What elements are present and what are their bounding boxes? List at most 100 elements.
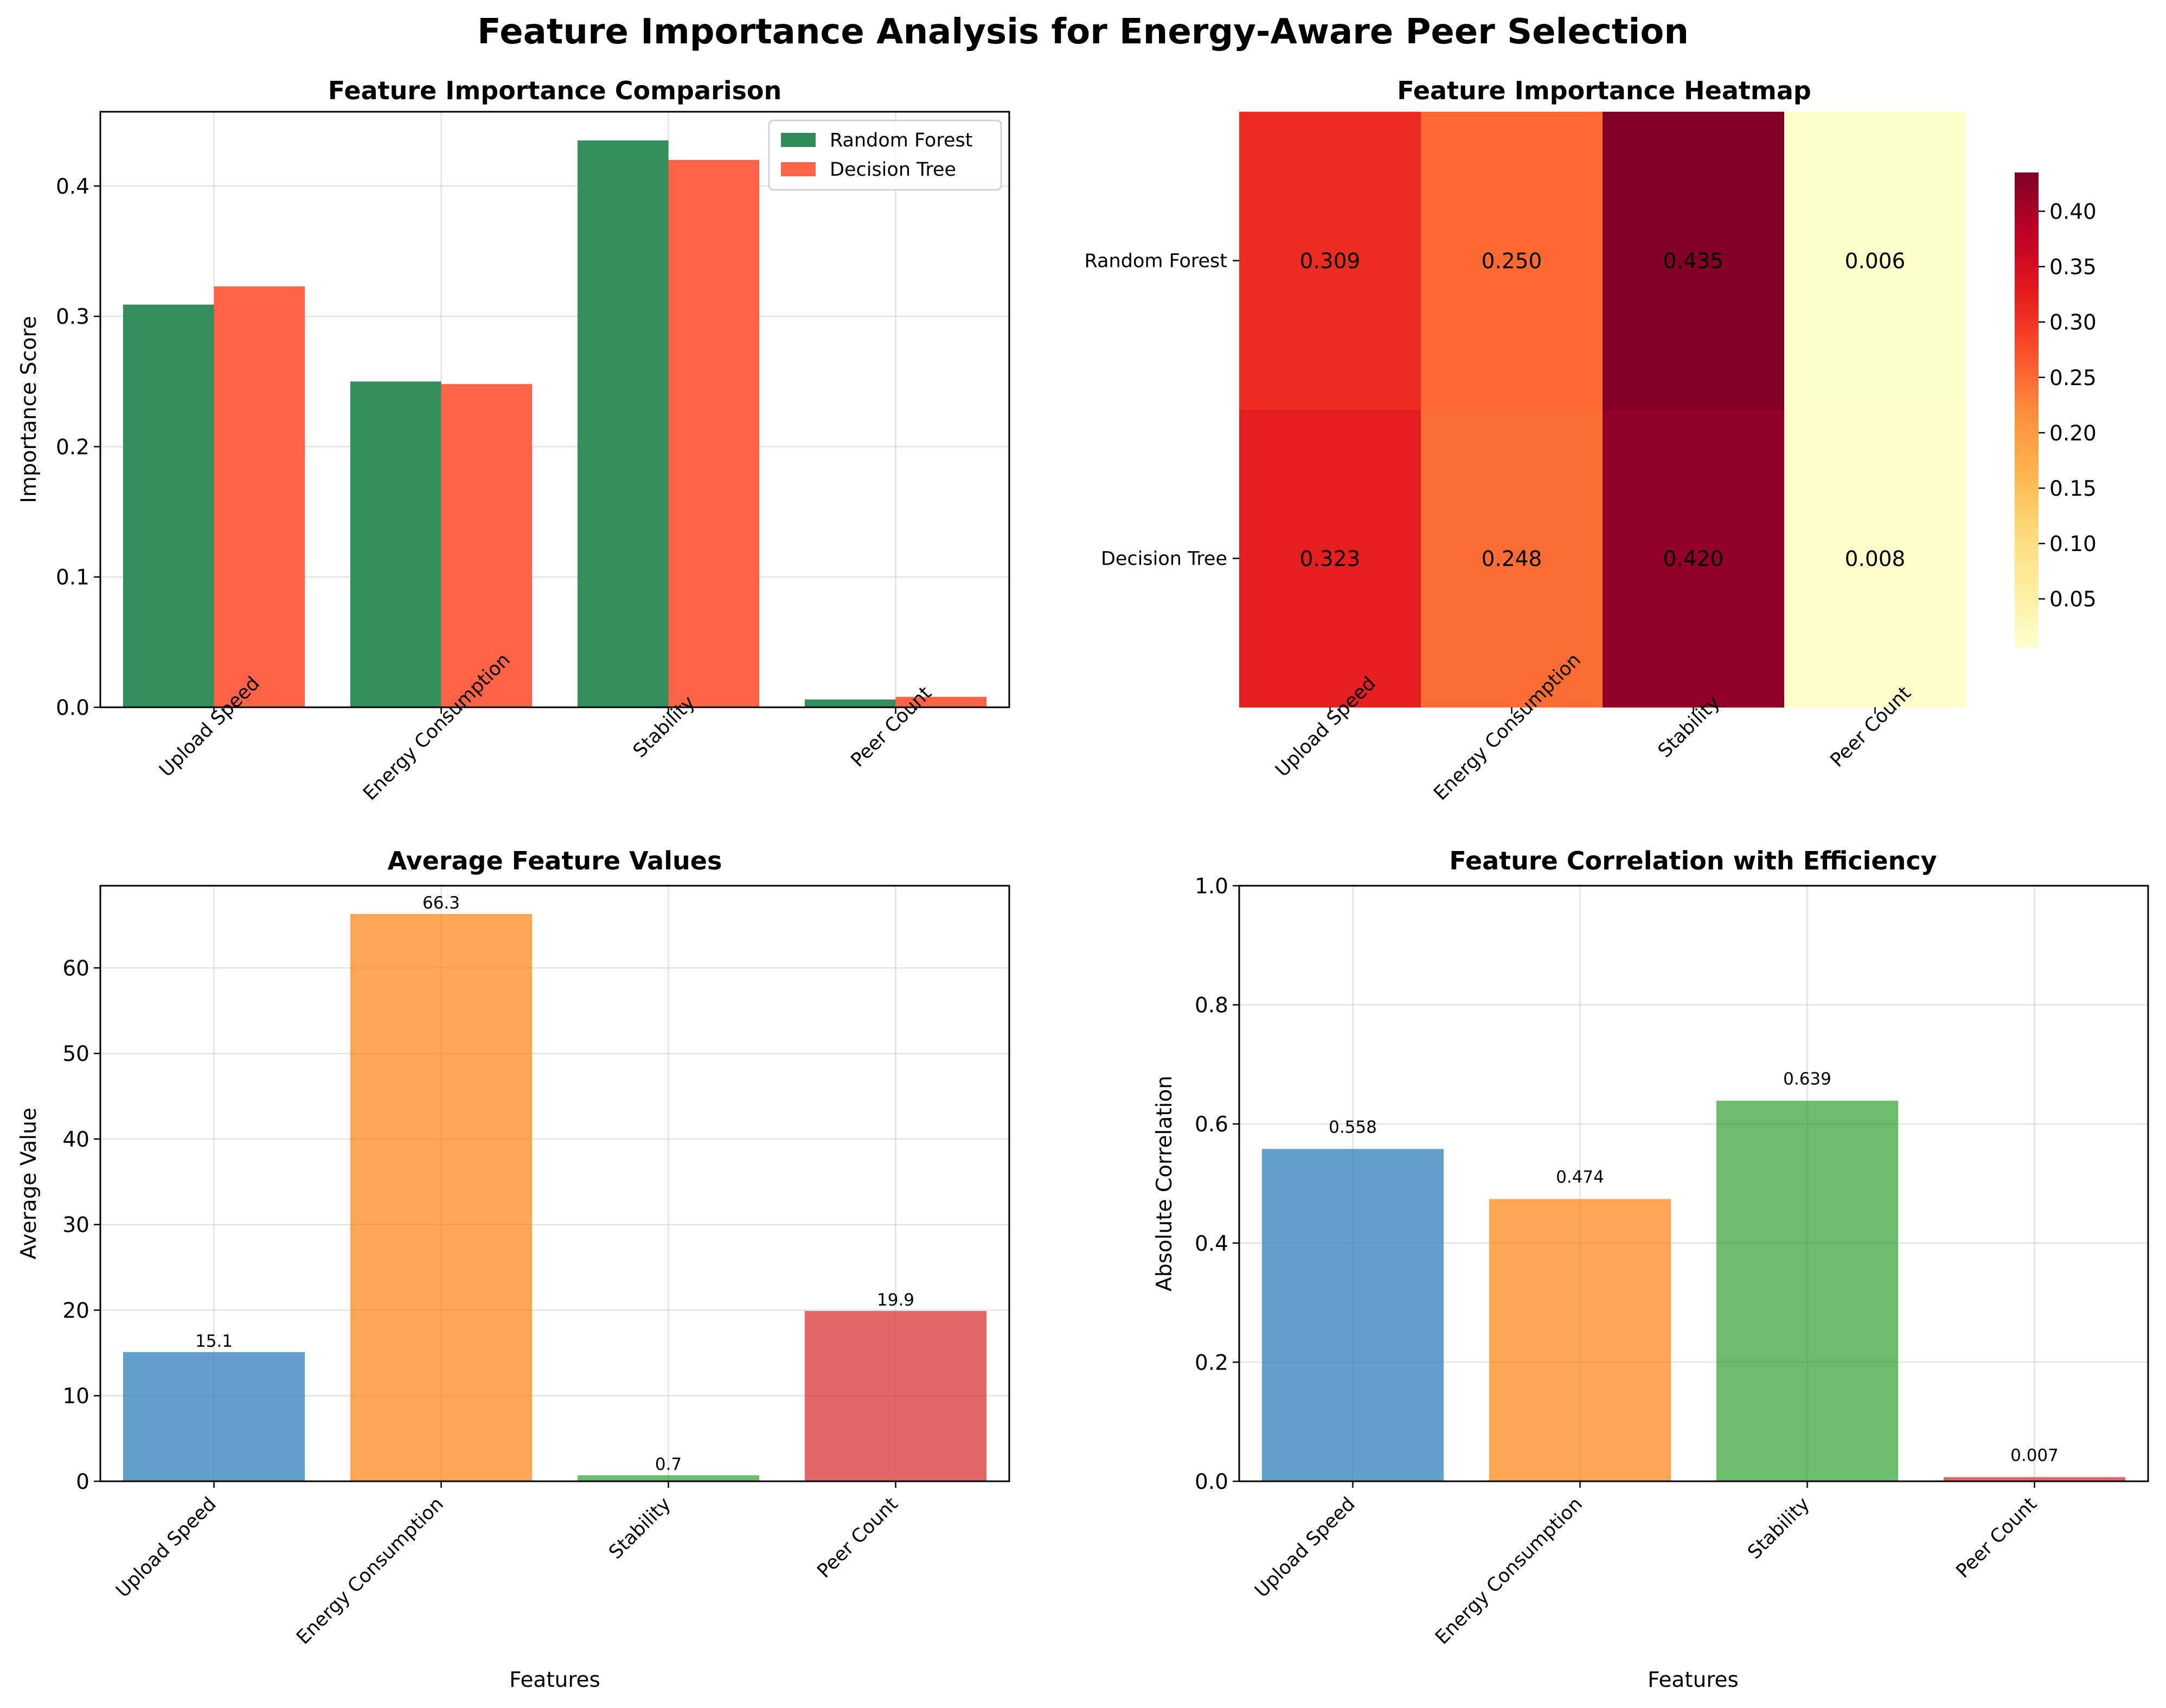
- correlation-x-axis-label: Features: [1648, 1668, 1739, 1692]
- y-tick-label: 0.0: [1195, 1470, 1228, 1494]
- data-label-energy-consumption: 0.474: [1556, 1168, 1604, 1187]
- legend-frame: [768, 119, 1002, 191]
- colorbar-tick-label: 0.30: [2049, 311, 2097, 335]
- y-tick-label: 0.8: [1195, 994, 1228, 1018]
- x-tick-label-peer-count: Peer Count: [847, 682, 936, 771]
- heatmap-cell-decision-tree-peer-count: [1784, 410, 1966, 708]
- bar-random-forest-energy-consumption: [350, 381, 441, 707]
- heatmap-value-label: 0.006: [1845, 250, 1906, 274]
- data-label-upload-speed: 15.1: [195, 1332, 233, 1351]
- bar-peer-count: [804, 1311, 987, 1481]
- heatmap-value-label: 0.250: [1482, 250, 1542, 274]
- data-label-peer-count: 0.007: [2010, 1445, 2059, 1465]
- heatmap-title: Feature Importance Heatmap: [1397, 76, 1811, 105]
- correlation-chart-title: Feature Correlation with Efficiency: [1449, 846, 1937, 875]
- correlation-plot-frame: [1238, 885, 2149, 1482]
- heatmap-value-label: 0.008: [1845, 547, 1906, 572]
- importance-legend: Random Forest Decision Tree: [768, 119, 1002, 191]
- x-tick-label-peer-count: Peer Count: [813, 1493, 902, 1582]
- bar-decision-tree-upload-speed: [214, 286, 305, 707]
- average-values-chart: Average Feature Values 0 10 20 30 40 50 60 Upl…: [17, 846, 1010, 1692]
- bar-random-forest-upload-speed: [123, 304, 214, 707]
- colorbar-gradient: [2015, 172, 2039, 648]
- data-label-stability: 0.7: [655, 1455, 682, 1474]
- x-tick-label-energy-consumption: Energy Consumption: [1431, 1493, 1587, 1649]
- importance-chart-title: Feature Importance Comparison: [328, 76, 781, 105]
- y-tick-label: 20: [62, 1298, 89, 1323]
- heatmap-colorbar: 0.05 0.10 0.15 0.20 0.25 0.30 0.35 0.40: [2015, 172, 2097, 648]
- colorbar-tick-label: 0.35: [2049, 255, 2097, 280]
- bar-decision-tree-peer-count: [895, 696, 987, 707]
- y-tick-label: 10: [62, 1384, 89, 1409]
- bar-stability: [1716, 1101, 1899, 1481]
- bar-stability: [577, 1475, 760, 1481]
- heatmap-value-label: 0.435: [1663, 250, 1724, 274]
- y-tick-label: 40: [62, 1128, 89, 1152]
- legend-label-random-forest: Random Forest: [830, 130, 972, 151]
- y-tick-label: 0.2: [1195, 1351, 1228, 1375]
- heatmap-row-label-decision-tree: Decision Tree: [1101, 548, 1227, 570]
- heatmap-row-label-random-forest: Random Forest: [1085, 251, 1227, 272]
- y-tick-label: 0.1: [56, 566, 89, 590]
- bar-random-forest-stability: [577, 140, 669, 707]
- bar-peer-count: [1943, 1477, 2126, 1481]
- averages-chart-title: Average Feature Values: [388, 846, 722, 875]
- data-label-energy-consumption: 66.3: [422, 893, 460, 913]
- y-tick-label: 0.0: [56, 696, 89, 720]
- heatmap-cell-decision-tree-energy-consumption: [1421, 410, 1603, 708]
- bar-decision-tree-stability: [668, 159, 760, 707]
- y-tick-label: 30: [62, 1213, 89, 1238]
- bar-energy-consumption: [350, 914, 533, 1481]
- bar-energy-consumption: [1489, 1199, 1671, 1481]
- x-tick-label-stability: Stability: [605, 1493, 675, 1564]
- figure-title: Feature Importance Analysis for Energy-A…: [477, 12, 1689, 52]
- x-tick-label-stability: Stability: [1744, 1493, 1814, 1564]
- bar-decision-tree-energy-consumption: [441, 384, 533, 707]
- x-tick-label-peer-count: Peer Count: [1952, 1493, 2041, 1582]
- bar-upload-speed: [123, 1352, 305, 1481]
- data-label-stability: 0.639: [1783, 1069, 1831, 1089]
- x-tick-label-energy-consumption: Energy Consumption: [292, 1493, 448, 1649]
- y-tick-label: 0.4: [56, 175, 89, 199]
- averages-plot-frame: [99, 885, 1010, 1482]
- colorbar-tick-label: 0.40: [2049, 200, 2097, 224]
- bar-random-forest-peer-count: [804, 699, 896, 707]
- heatmap-cell-random-forest-upload-speed: [1239, 112, 1421, 410]
- heatmap-cell-random-forest-energy-consumption: [1421, 112, 1603, 410]
- importance-comparison-chart: Feature Importance Comparison 0.0 0.1 0.2 0…: [17, 76, 1010, 805]
- heatmap-value-label: 0.309: [1300, 250, 1361, 274]
- y-tick-label: 50: [62, 1042, 89, 1066]
- heatmap-cell-random-forest-stability: [1603, 112, 1785, 410]
- heatmap-cell-decision-tree-upload-speed: [1239, 410, 1421, 708]
- legend-swatch-decision-tree: [781, 162, 816, 176]
- y-tick-label: 60: [62, 956, 89, 981]
- heatmap-value-label: 0.420: [1663, 547, 1724, 572]
- legend-swatch-random-forest: [781, 133, 816, 147]
- correlation-y-axis-label: Absolute Correlation: [1152, 1076, 1177, 1291]
- y-tick-label: 0: [76, 1470, 89, 1494]
- importance-y-axis-label: Importance Score: [17, 316, 41, 503]
- averages-y-axis-label: Average Value: [17, 1108, 41, 1259]
- colorbar-tick-label: 0.15: [2049, 477, 2097, 501]
- bar-upload-speed: [1261, 1149, 1444, 1481]
- importance-plot-frame: [99, 111, 1010, 708]
- colorbar-tick-label: 0.05: [2049, 587, 2097, 612]
- legend-label-decision-tree: Decision Tree: [830, 159, 956, 181]
- heatmap-value-label: 0.248: [1482, 547, 1542, 572]
- importance-heatmap: Feature Importance Heatmap 0.309 0.250 0.4…: [1085, 76, 2097, 805]
- heatmap-cell-random-forest-peer-count: [1784, 112, 1966, 410]
- heatmap-cell-decision-tree-stability: [1603, 410, 1785, 708]
- correlation-chart: Feature Correlation with Efficiency 0.00…: [1152, 846, 2149, 1692]
- data-label-upload-speed: 0.558: [1329, 1117, 1377, 1137]
- y-tick-label: 0.6: [1195, 1112, 1228, 1137]
- y-tick-label: 0.2: [56, 435, 89, 459]
- colorbar-tick-label: 0.10: [2049, 532, 2097, 556]
- colorbar-tick-label: 0.25: [2049, 366, 2097, 391]
- x-tick-label-upload-speed: Upload Speed: [112, 1493, 220, 1602]
- colorbar-tick-label: 0.20: [2049, 421, 2097, 446]
- data-label-peer-count: 19.9: [877, 1290, 914, 1310]
- x-tick-label-upload-speed: Upload Speed: [1251, 1493, 1359, 1602]
- y-tick-label: 0.4: [1195, 1232, 1228, 1256]
- y-tick-label: 1.0: [1195, 874, 1228, 899]
